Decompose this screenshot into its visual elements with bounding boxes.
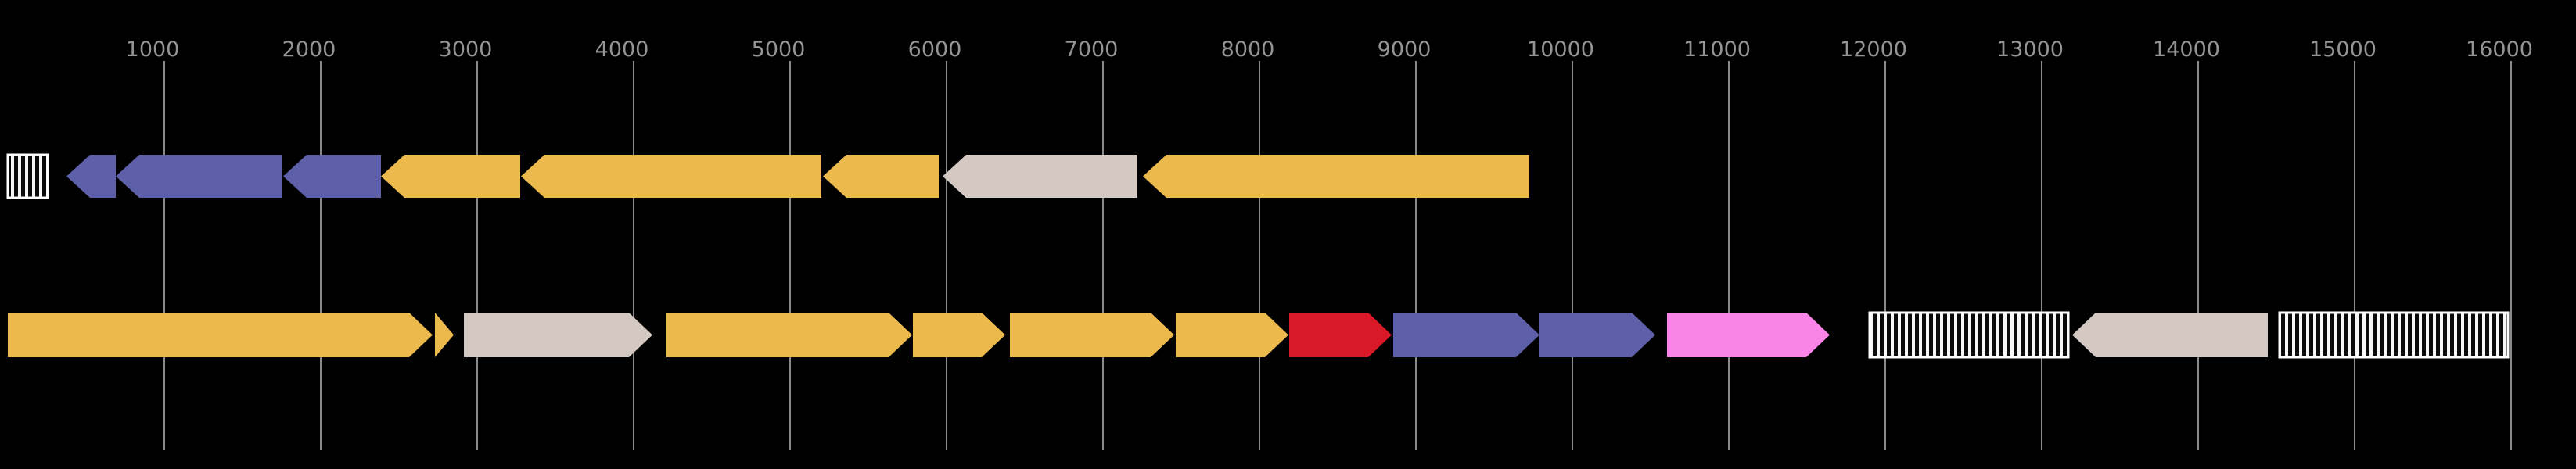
tick-label-8000: 8000 xyxy=(1221,38,1275,62)
gridline-layer xyxy=(163,61,2512,450)
hatched-box-feature xyxy=(2278,311,2510,359)
gene-arrow-gold-right xyxy=(1010,313,1174,357)
tick-label-11000: 11000 xyxy=(1683,38,1751,62)
gene-arrow-slate_blue-right xyxy=(1393,313,1539,357)
gene-arrow-red-right xyxy=(1289,313,1392,357)
gene-arrow-gold-chevron xyxy=(435,313,454,357)
track-1 xyxy=(6,153,1529,199)
gene-arrow-gold-right xyxy=(666,313,912,357)
tick-label-5000: 5000 xyxy=(752,38,806,62)
gene-arrow-slate_blue-left xyxy=(283,155,381,198)
track-2 xyxy=(8,311,2510,359)
gene-arrow-slate_blue-left xyxy=(66,155,116,198)
gene-arrow-gold-right xyxy=(913,313,1005,357)
gene-arrow-gray-left xyxy=(2072,313,2268,357)
gene-arrow-pink-right xyxy=(1667,313,1830,357)
tick-label-16000: 16000 xyxy=(2466,38,2533,62)
gene-arrow-slate_blue-left xyxy=(116,155,282,198)
hatched-box-feature xyxy=(1868,311,2070,359)
tick-label-1000: 1000 xyxy=(126,38,180,62)
tick-label-4000: 4000 xyxy=(595,38,649,62)
gene-arrow-gray-right xyxy=(464,313,652,357)
axis-label-layer: 1000 2000 3000 4000 5000 6000 7000 8000 9000 1000… xyxy=(126,38,2533,62)
gene-arrow-slate_blue-right xyxy=(1539,313,1655,357)
tick-label-13000: 13000 xyxy=(1996,38,2064,62)
gene-arrow-gold-left xyxy=(521,155,821,198)
tick-label-7000: 7000 xyxy=(1065,38,1119,62)
tick-label-3000: 3000 xyxy=(439,38,493,62)
tick-label-14000: 14000 xyxy=(2153,38,2220,62)
tick-label-2000: 2000 xyxy=(282,38,336,62)
gene-feature-layer xyxy=(6,153,2510,359)
tick-label-6000: 6000 xyxy=(908,38,962,62)
gene-arrow-gold-right xyxy=(8,313,433,357)
tick-label-12000: 12000 xyxy=(1840,38,1907,62)
gene-arrow-gray-left xyxy=(943,155,1137,198)
hatched-box-feature xyxy=(6,153,49,199)
gene-arrow-gold-right xyxy=(1176,313,1288,357)
gene-arrow-gold-left xyxy=(381,155,520,198)
tick-label-10000: 10000 xyxy=(1527,38,1594,62)
tick-label-15000: 15000 xyxy=(2309,38,2377,62)
gene-arrow-gold-left xyxy=(823,155,939,198)
gene-arrow-gold-left xyxy=(1143,155,1529,198)
tick-label-9000: 9000 xyxy=(1378,38,1432,62)
